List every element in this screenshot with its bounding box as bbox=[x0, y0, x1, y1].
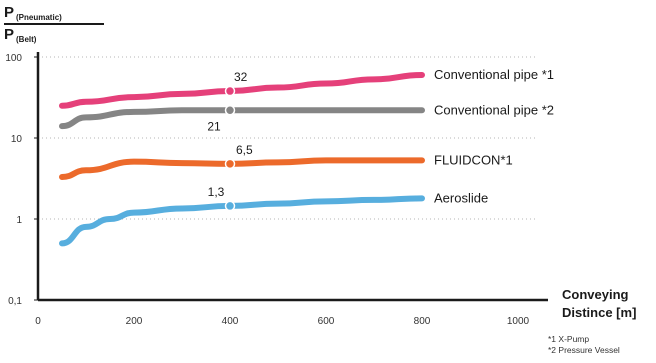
series-marker-0 bbox=[224, 85, 236, 97]
x-axis-label-line-2: Distince [m] bbox=[562, 305, 637, 320]
series-marker-1 bbox=[224, 105, 236, 116]
x-tick-label-4: 800 bbox=[414, 316, 431, 327]
series-name-2: FLUIDCON*1 bbox=[434, 152, 513, 167]
series-line-3 bbox=[59, 195, 425, 247]
x-axis-label: Conveying Distince [m] bbox=[562, 286, 636, 322]
data-label-0: 32 bbox=[234, 70, 248, 84]
data-label-3: 1,3 bbox=[208, 185, 225, 199]
footnotes: *1 X-Pump *2 Pressure Vessel bbox=[548, 334, 620, 356]
fraction-bar bbox=[4, 23, 104, 25]
x-tick-label-2: 400 bbox=[222, 316, 239, 327]
y-axis-ratio-label: P (Pneumatic) P (Belt) bbox=[4, 4, 116, 44]
numerator-subscript: (Pneumatic) bbox=[16, 13, 62, 22]
denominator-symbol: P bbox=[4, 26, 15, 43]
data-label-1: 21 bbox=[207, 119, 221, 133]
series-marker-3 bbox=[224, 200, 236, 212]
y-tick-label-0: 0,1 bbox=[8, 296, 22, 307]
numerator-symbol: P bbox=[4, 4, 15, 21]
y-tick-label-1: 1 bbox=[16, 215, 22, 226]
y-tick-label-2: 10 bbox=[11, 134, 23, 145]
x-axis-label-line-1: Conveying bbox=[562, 287, 629, 302]
footnote-1: *1 X-Pump bbox=[548, 334, 590, 344]
series-name-3: Aeroslide bbox=[434, 190, 488, 205]
x-tick-label-0: 0 bbox=[35, 316, 41, 327]
series-line-2 bbox=[59, 157, 425, 180]
x-tick-label-5: 1000 bbox=[507, 316, 530, 327]
footnote-2: *2 Pressure Vessel bbox=[548, 345, 620, 355]
x-tick-label-3: 600 bbox=[318, 316, 335, 327]
y-tick-label-3: 100 bbox=[5, 53, 22, 64]
series-name-0: Conventional pipe *1 bbox=[434, 67, 554, 82]
series-line-1 bbox=[59, 107, 425, 130]
x-tick-label-1: 200 bbox=[126, 316, 143, 327]
series-name-1: Conventional pipe *2 bbox=[434, 102, 554, 117]
denominator-subscript: (Belt) bbox=[16, 35, 37, 44]
data-label-2: 6,5 bbox=[236, 143, 253, 157]
series-marker-2 bbox=[224, 158, 236, 170]
